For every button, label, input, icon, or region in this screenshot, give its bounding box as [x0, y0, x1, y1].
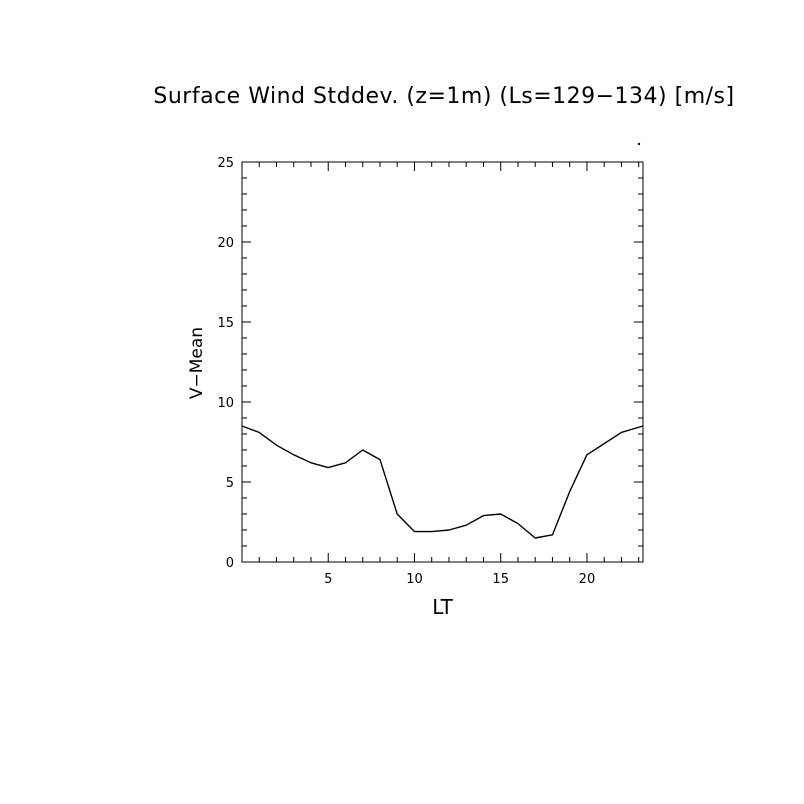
- x-tick-label: 10: [406, 572, 423, 587]
- series-layer: [241, 425, 644, 539]
- x-tick-label: 20: [579, 572, 596, 587]
- plot-frame: [241, 161, 644, 563]
- chart-title: Surface Wind Stddev. (z=1m) (Ls=129−134)…: [153, 84, 735, 109]
- y-tick-label: 20: [217, 236, 234, 251]
- series-line: [241, 425, 644, 539]
- y-axis-label: V−Mean: [187, 327, 207, 399]
- x-tick-label: 15: [492, 572, 509, 587]
- stray-dot: [637, 142, 641, 146]
- axis-ticks: [242, 162, 643, 562]
- y-tick-label: 0: [226, 556, 234, 571]
- x-axis-label: LT: [432, 595, 453, 619]
- tick-labels: 5 10 15 20 0 5 10 15 20 25: [217, 156, 595, 587]
- y-tick-label: 10: [217, 396, 234, 411]
- y-tick-label: 5: [226, 476, 234, 491]
- y-tick-label: 25: [217, 156, 234, 171]
- x-tick-label: 5: [324, 572, 332, 587]
- y-tick-label: 15: [217, 316, 234, 331]
